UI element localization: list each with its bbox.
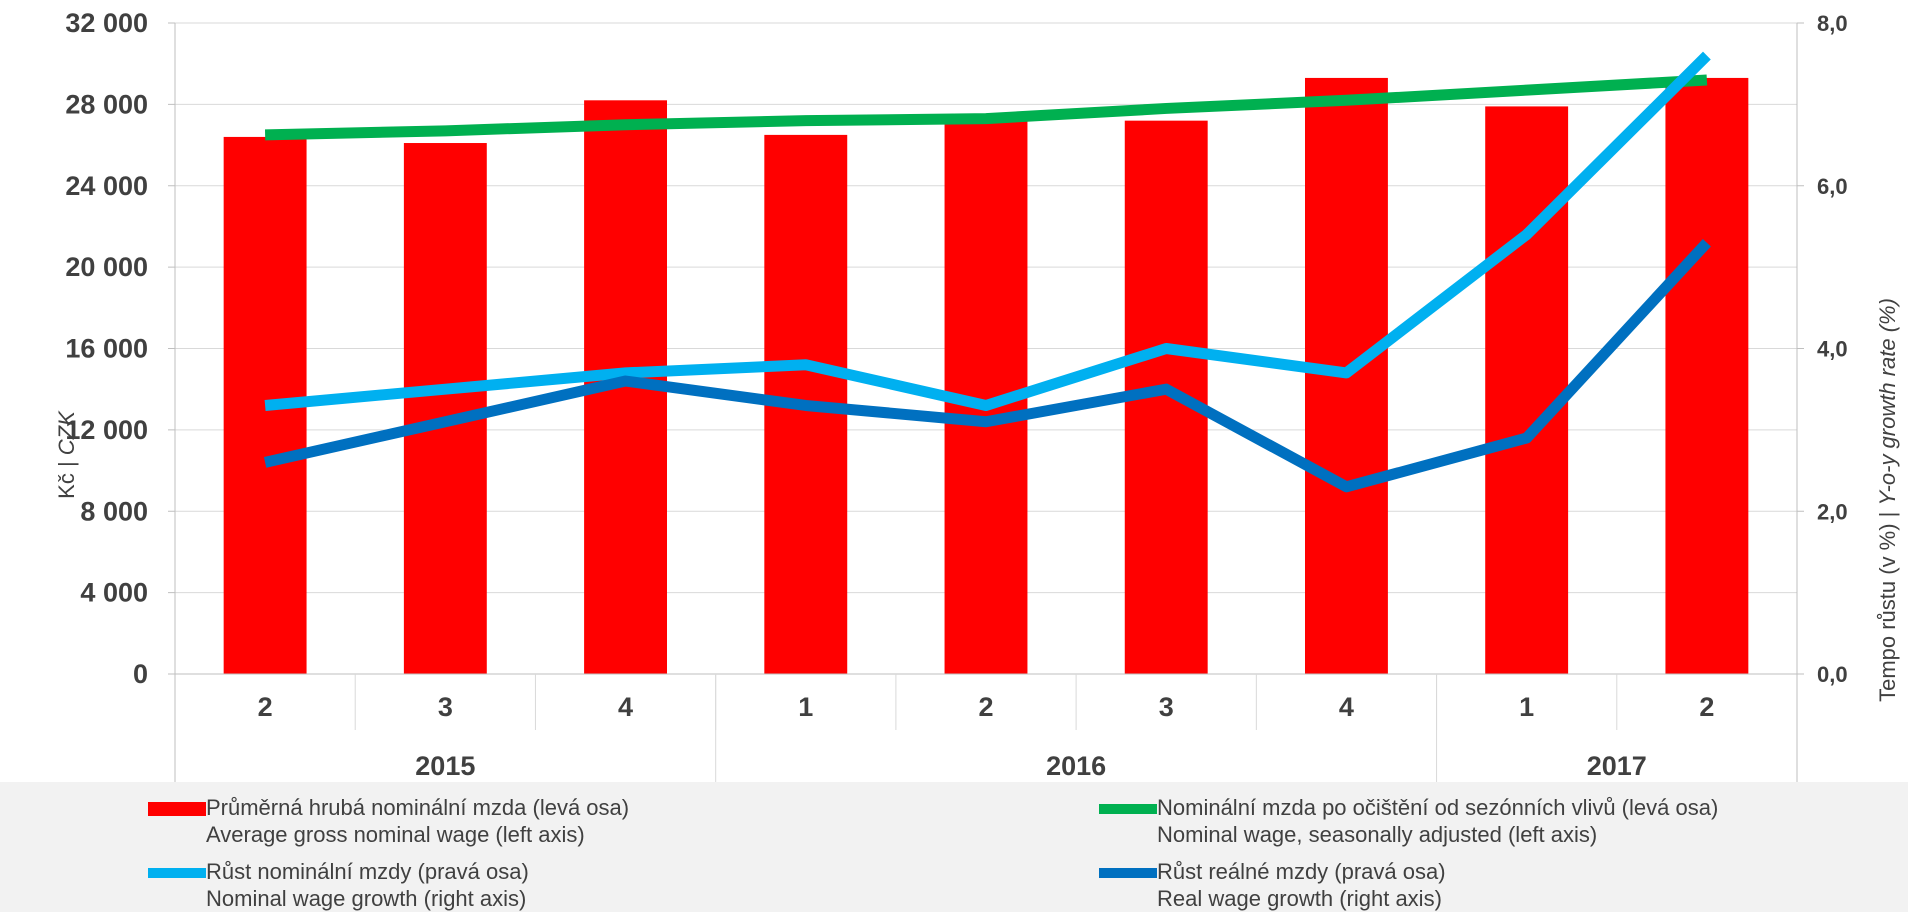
left-tick-label: 8 000 (80, 496, 148, 526)
right-tick-label: 6,0 (1817, 174, 1848, 199)
year-label: 2015 (415, 751, 475, 781)
legend-label: Růst reálné mzdy (pravá osa) (1157, 859, 1446, 884)
legend-swatch-line (1099, 868, 1157, 878)
legend-item-seasonally-adjusted: Nominální mzda po očištění od sezónních … (1099, 794, 1719, 848)
legend: Průměrná hrubá nominální mzda (levá osa)… (0, 782, 1908, 912)
left-tick-label: 0 (133, 659, 148, 689)
bars (223, 77, 1749, 675)
year-label: 2016 (1046, 751, 1106, 781)
legend-swatch-line (148, 868, 206, 878)
legend-label: Růst nominální mzdy (pravá osa) (206, 859, 529, 884)
left-axis-title: Kč | CZK (54, 410, 79, 499)
bar (1485, 106, 1569, 675)
category-label: 4 (618, 692, 633, 722)
left-tick-label: 4 000 (80, 578, 148, 608)
right-axis-title: Tempo růstu (v %) | Y-o-y growth rate (%… (1875, 298, 1900, 702)
category-label: 2 (258, 692, 273, 722)
right-tick-label: 2,0 (1817, 499, 1848, 524)
legend-label-en: Nominal wage growth (right axis) (206, 886, 527, 911)
legend-label-en: Real wage growth (right axis) (1157, 886, 1442, 911)
legend-swatch-bar (148, 802, 206, 816)
legend-label: Nominální mzda po očištění od sezónních … (1157, 795, 1719, 820)
legend-label-en: Nominal wage, seasonally adjusted (left … (1157, 822, 1598, 847)
category-label: 3 (1159, 692, 1174, 722)
legend-label-en: Average gross nominal wage (left axis) (206, 822, 585, 847)
axes: 0 4 000 8 000 12 000 16 000 20 000 24 000 28 00… (65, 8, 1848, 782)
legend-item-nominal-growth: Růst nominální mzdy (pravá osa) Nominal … (148, 858, 529, 912)
legend-item-real-growth: Růst reálné mzdy (pravá osa) Real wage g… (1099, 858, 1446, 912)
category-label: 3 (438, 692, 453, 722)
series-lines (263, 51, 1711, 493)
right-tick-label: 8,0 (1817, 11, 1848, 36)
bar (403, 143, 487, 674)
left-tick-label: 16 000 (65, 334, 148, 364)
category-label: 1 (1519, 692, 1534, 722)
left-tick-label: 28 000 (65, 89, 148, 119)
left-tick-label: 20 000 (65, 252, 148, 282)
legend-label: Průměrná hrubá nominální mzda (levá osa) (206, 795, 630, 820)
left-tick-label: 24 000 (65, 171, 148, 201)
left-tick-label: 12 000 (65, 415, 148, 445)
legend-item-avg-wage: Průměrná hrubá nominální mzda (levá osa)… (148, 794, 630, 848)
category-label: 1 (798, 692, 813, 722)
bar (1665, 77, 1749, 675)
year-label: 2017 (1587, 751, 1647, 781)
right-tick-label: 0,0 (1817, 662, 1848, 687)
legend-swatch-line (1099, 804, 1157, 814)
left-tick-label: 32 000 (65, 8, 148, 38)
category-label: 2 (1699, 692, 1714, 722)
category-label: 2 (978, 692, 993, 722)
category-label: 4 (1339, 692, 1354, 722)
right-tick-label: 4,0 (1817, 337, 1848, 362)
